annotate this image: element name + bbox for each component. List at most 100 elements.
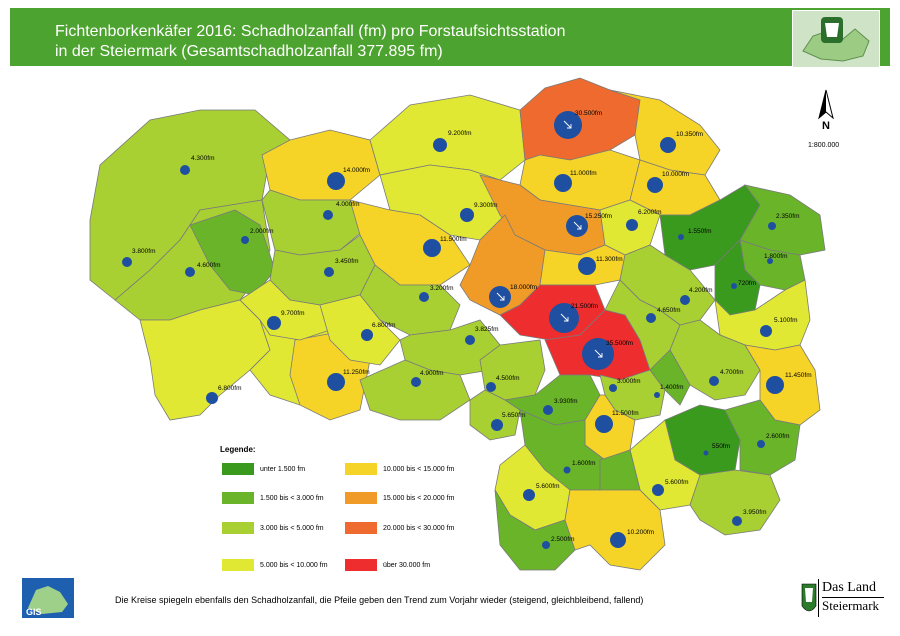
value-label: 4.900fm bbox=[420, 370, 444, 377]
circle-5600-e bbox=[652, 484, 664, 496]
value-label: 2.350fm bbox=[776, 213, 800, 220]
logo-rule bbox=[822, 597, 884, 598]
legend-swatch bbox=[222, 463, 254, 475]
circle-3450 bbox=[324, 267, 334, 277]
land-logo-line1: Das Land bbox=[822, 580, 877, 595]
circle-11500-s bbox=[595, 415, 613, 433]
circle-10200 bbox=[610, 532, 626, 548]
legend-swatch bbox=[222, 522, 254, 534]
value-label: 35.500fm bbox=[606, 340, 634, 347]
circle-4300 bbox=[180, 165, 190, 175]
circle-5650 bbox=[491, 419, 503, 431]
circle-5100 bbox=[760, 325, 772, 337]
value-label: 4.500fm bbox=[496, 375, 520, 382]
map-title-line1: Fichtenborkenkäfer 2016: Schadholzanfall… bbox=[55, 23, 566, 40]
legend-swatch bbox=[345, 463, 377, 475]
value-label: 1.600fm bbox=[572, 460, 596, 467]
value-label: 1.800fm bbox=[764, 253, 788, 260]
circle-3200 bbox=[419, 292, 429, 302]
legend-swatch bbox=[345, 559, 377, 571]
map-title-line2: in der Steiermark (Gesamtschadholzanfall… bbox=[55, 43, 443, 60]
value-label: 5.650fm bbox=[502, 412, 526, 419]
map-scale: 1:800.000 bbox=[808, 142, 840, 149]
region-6800-center bbox=[319, 294, 401, 366]
circle-9200 bbox=[433, 138, 447, 152]
value-label: 4.600fm bbox=[197, 262, 221, 269]
legend-label: 3.000 bis < 5.000 fm bbox=[260, 525, 324, 532]
value-label: 30.500fm bbox=[575, 110, 603, 117]
value-label: 4.200fm bbox=[689, 287, 713, 294]
value-label: 10.000fm bbox=[662, 171, 690, 178]
value-label: 4.300fm bbox=[191, 155, 215, 162]
region-3950 bbox=[689, 469, 781, 536]
value-label: 6.800fm bbox=[218, 385, 242, 392]
circle-4650 bbox=[646, 313, 656, 323]
circle-1550 bbox=[678, 234, 684, 240]
value-label: 5.600fm bbox=[536, 483, 560, 490]
legend-label: 20.000 bis < 30.000 fm bbox=[383, 525, 455, 532]
circle-4600 bbox=[185, 267, 195, 277]
value-label: 18.000fm bbox=[510, 284, 538, 291]
value-label: 11.500fm bbox=[612, 410, 639, 417]
circle-9700 bbox=[267, 316, 281, 330]
legend-label: über 30.000 fm bbox=[383, 562, 431, 569]
value-label: 550fm bbox=[712, 443, 731, 450]
legend-swatch bbox=[345, 522, 377, 534]
value-label: 11.450fm bbox=[785, 372, 812, 379]
value-label: 3.950fm bbox=[743, 509, 767, 516]
land-steiermark-logo bbox=[801, 583, 817, 612]
north-arrow-icon bbox=[818, 89, 834, 120]
circle-11500-n bbox=[423, 239, 441, 257]
circle-4200 bbox=[680, 295, 690, 305]
region-5650 bbox=[469, 389, 521, 441]
circle-3000 bbox=[609, 384, 617, 392]
circle-6800-c bbox=[361, 329, 373, 341]
circle-4900 bbox=[411, 377, 421, 387]
circle-11250 bbox=[327, 373, 345, 391]
legend-swatch bbox=[222, 492, 254, 504]
styria-crest-thumbnail bbox=[792, 10, 880, 68]
circle-11000 bbox=[554, 174, 572, 192]
value-label: 21.500fm bbox=[571, 303, 599, 310]
legend-swatch bbox=[222, 559, 254, 571]
circle-4000 bbox=[323, 210, 333, 220]
value-label: 10.350fm bbox=[676, 131, 704, 138]
circle-2500 bbox=[542, 541, 550, 549]
circle-18000 bbox=[489, 286, 511, 308]
value-label: 6.200fm bbox=[638, 209, 662, 216]
map-header: Fichtenborkenkäfer 2016: Schadholzanfall… bbox=[10, 8, 890, 68]
value-label: 15.250fm bbox=[585, 213, 613, 220]
value-label: 3.800fm bbox=[132, 248, 156, 255]
value-label: 1.550fm bbox=[688, 228, 712, 235]
gis-logo-text: GIS bbox=[26, 607, 42, 617]
legend-label: 1.500 bis < 3.000 fm bbox=[260, 495, 324, 502]
value-label: 5.100fm bbox=[774, 317, 798, 324]
circle-3800 bbox=[122, 257, 132, 267]
circle-550 bbox=[703, 450, 709, 456]
value-label: 6.800fm bbox=[372, 322, 396, 329]
circle-9300 bbox=[460, 208, 474, 222]
logo-divider bbox=[818, 579, 819, 617]
value-label: 2.500fm bbox=[551, 536, 575, 543]
value-label: 3.930fm bbox=[554, 398, 578, 405]
legend-title: Legende: bbox=[220, 445, 256, 454]
legend-label: 10.000 bis < 15.000 fm bbox=[383, 466, 455, 473]
circle-720 bbox=[731, 283, 737, 289]
circle-10000 bbox=[647, 177, 663, 193]
value-label: 9.700fm bbox=[281, 310, 305, 317]
value-label: 1.400fm bbox=[660, 384, 684, 391]
circle-4500 bbox=[486, 382, 496, 392]
value-label: 3.450fm bbox=[335, 258, 359, 265]
region-1400 bbox=[649, 349, 691, 406]
circle-1800 bbox=[767, 258, 773, 264]
value-label: 9.200fm bbox=[448, 130, 472, 137]
value-label: 10.200fm bbox=[627, 529, 655, 536]
value-label: 11.000fm bbox=[570, 170, 597, 177]
circle-10350 bbox=[660, 137, 676, 153]
circle-2600 bbox=[757, 440, 765, 448]
region-southeast-fill bbox=[599, 449, 641, 491]
circle-2350 bbox=[768, 222, 776, 230]
circle-14000 bbox=[327, 172, 345, 190]
circle-35500 bbox=[582, 338, 614, 370]
north-label: N bbox=[822, 120, 830, 132]
